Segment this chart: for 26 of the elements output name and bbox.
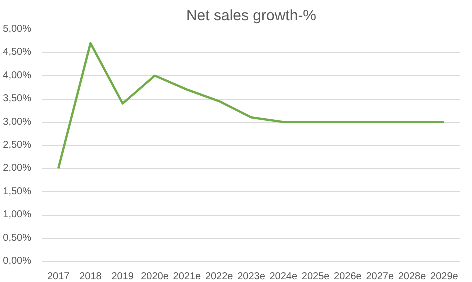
y-tick-label: 4,00% [3,70,32,82]
y-tick-label: 0,00% [3,256,32,267]
y-tick-label: 3,00% [3,116,32,128]
x-tick-label: 2029e [430,272,459,282]
line-series [57,42,446,170]
x-tick-label: 2027e [366,272,394,282]
y-tick-label: 2,00% [3,163,32,174]
x-tick-label: 2020e [141,272,170,282]
x-tick-label: 2025e [302,272,330,282]
x-tick-label: 2021e [173,272,202,282]
y-tick-label: 1,50% [3,186,32,198]
y-tick-label: 1,00% [3,210,32,221]
x-tick-label: 2023e [238,272,266,282]
chart-title: Net sales growth-% [186,8,317,24]
y-tick-label: 2,50% [3,140,32,151]
x-tick-label: 2028e [398,272,427,282]
x-tick-label: 2017 [47,272,70,282]
x-tick-label: 2022e [205,272,234,282]
y-tick-label: 5,00% [3,24,32,35]
y-tick-label: 0,50% [3,232,32,244]
x-tick-label: 2024e [270,272,298,282]
y-tick-label: 4,50% [3,47,32,58]
x-tick-label: 2019 [112,272,134,282]
y-tick-label: 3,50% [3,94,32,105]
x-tick-label: 2018 [80,272,102,282]
x-tick-label: 2026e [334,272,362,282]
